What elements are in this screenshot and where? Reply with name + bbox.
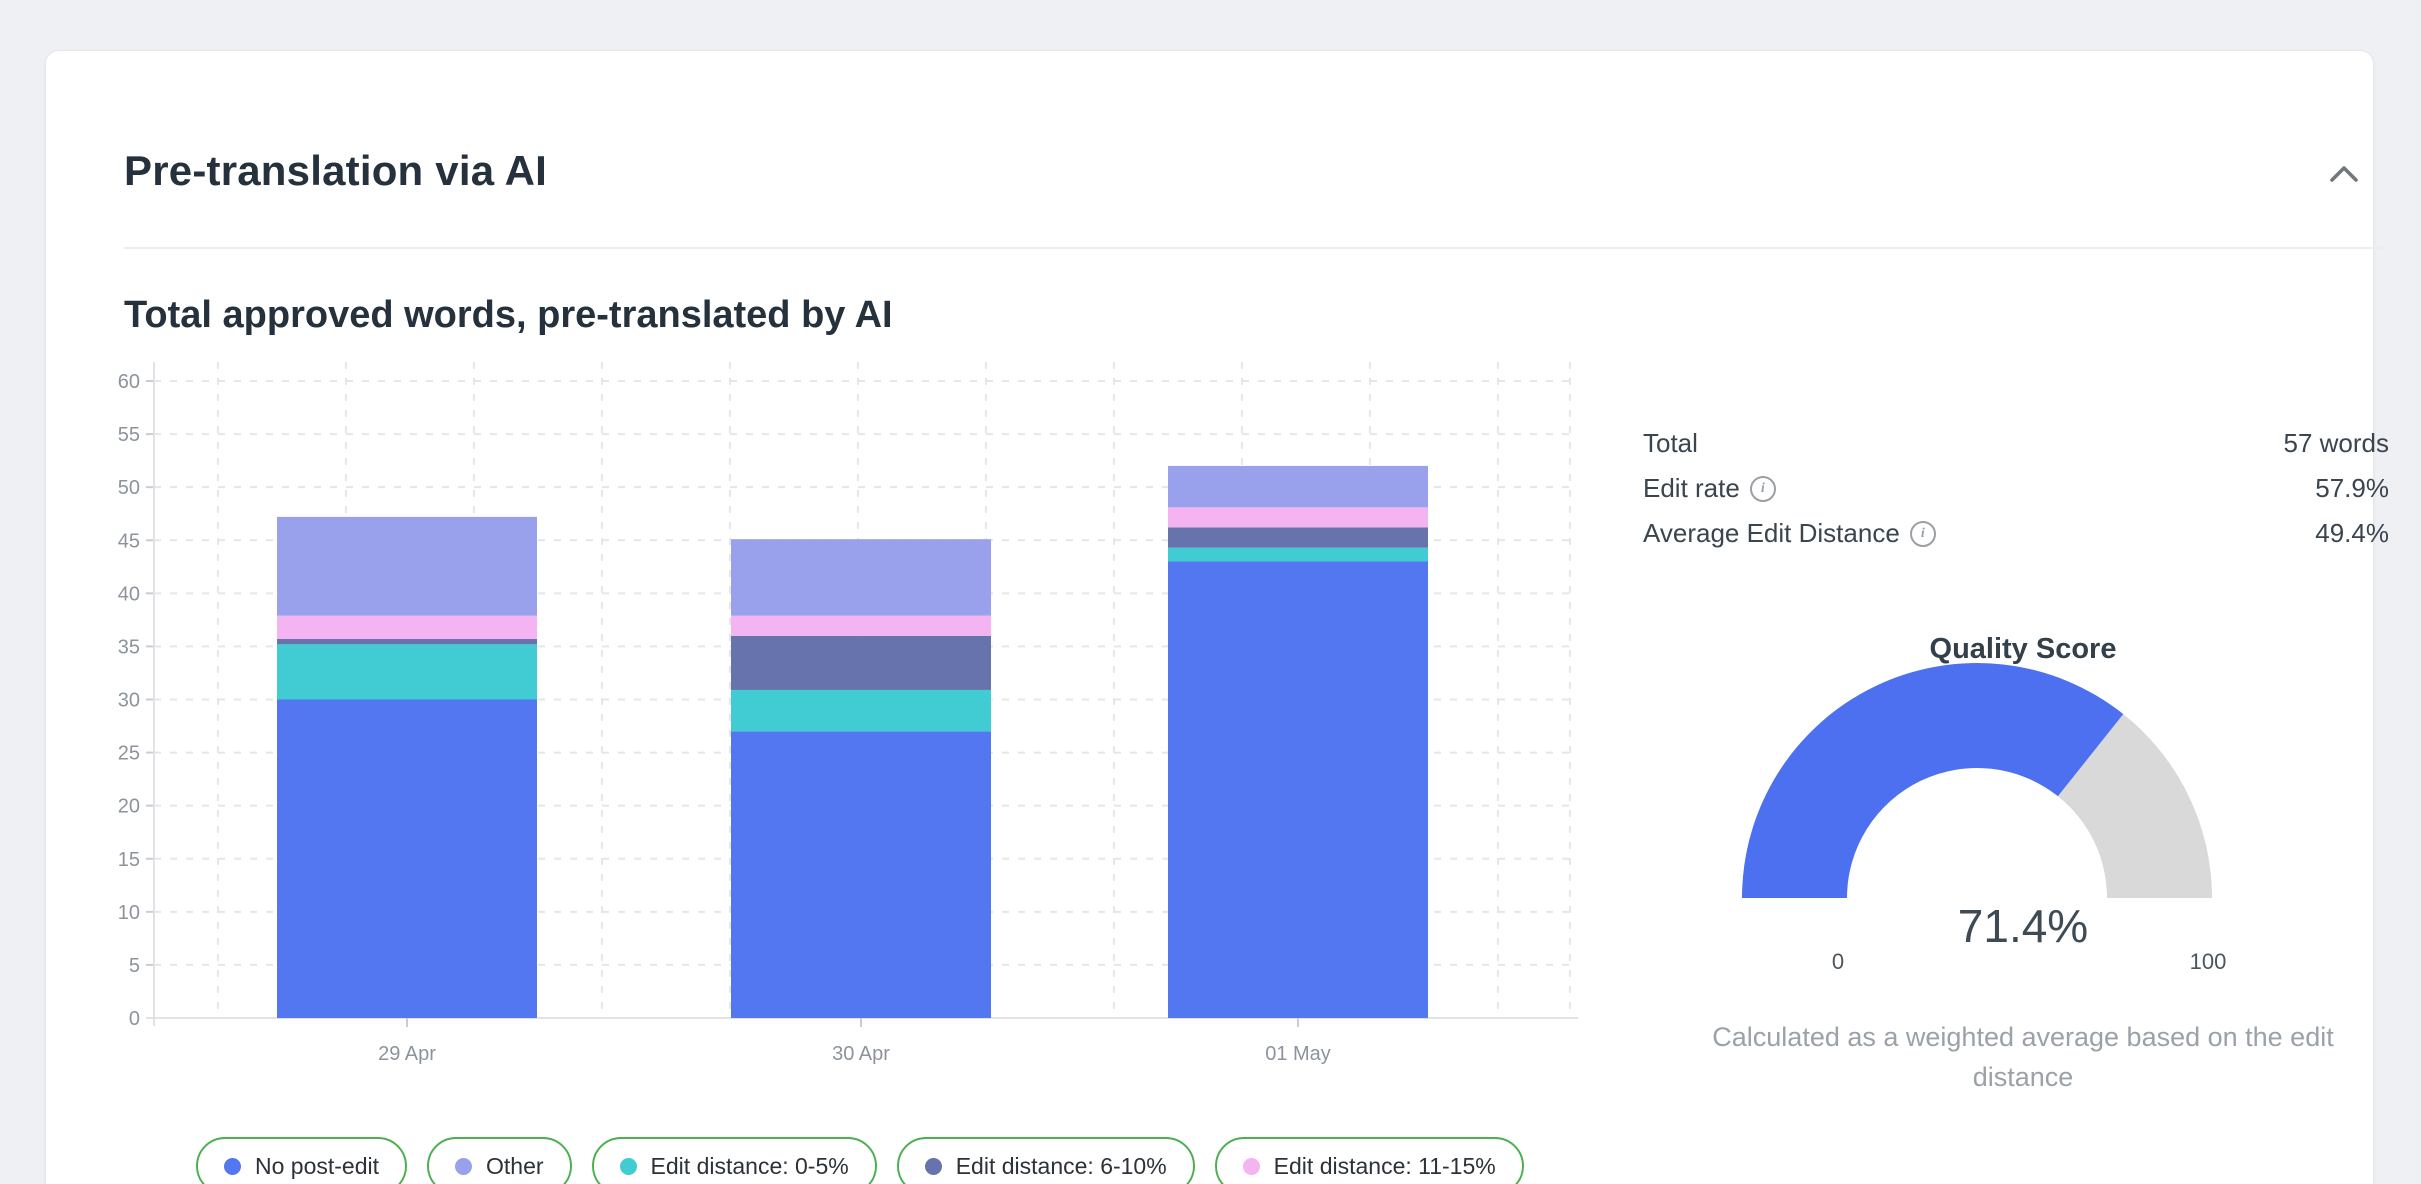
legend-label: Other (486, 1152, 544, 1179)
bar-segment-edit-distance-11-15-[interactable] (731, 615, 991, 636)
stats-value: 57.9% (2315, 473, 2389, 503)
bar-segment-no-post-edit[interactable] (277, 699, 537, 1019)
stats-value: 49.4% (2315, 518, 2389, 548)
bar-segment-edit-distance-6-10-[interactable] (731, 635, 991, 690)
gauge-value: 71.4% (1957, 900, 2089, 952)
card-title: Pre-translation via AI (124, 147, 547, 194)
stats-panel: Total 57 words Edit rate i 57.9% Average Edit… (1643, 421, 2389, 556)
bar-segment-edit-distance-11-15-[interactable] (277, 615, 537, 639)
gauge-min-label: 0 (1831, 949, 1845, 974)
legend-label: Edit distance: 11-15% (1273, 1152, 1496, 1179)
gauge-max-label: 100 (2189, 949, 2227, 974)
bar-segment-other[interactable] (1168, 465, 1428, 508)
legend-pill-other[interactable]: Other (427, 1137, 572, 1184)
chevron-up-icon (2327, 163, 2361, 188)
bar-segment-edit-distance-0-5-[interactable] (731, 689, 991, 732)
stats-label: Total (1643, 428, 1698, 459)
legend-color-dot (455, 1157, 473, 1175)
chart-legend: No post-edit Other Edit distance: 0-5% Edit… (196, 1137, 1524, 1184)
section-title: Total approved words, pre-translated by … (124, 294, 893, 336)
legend-label: No post-edit (255, 1152, 380, 1179)
legend-pill-edit-distance-6-10-[interactable]: Edit distance: 6-10% (896, 1137, 1195, 1184)
collapse-button[interactable] (2316, 151, 2372, 199)
stats-label: Average Edit Distance i (1643, 518, 1936, 549)
stats-row-average-edit-distance: Average Edit Distance i 49.4% (1643, 511, 2389, 556)
info-icon[interactable]: i (1909, 520, 1936, 547)
legend-pill-no-post-edit[interactable]: No post-edit (196, 1137, 408, 1184)
legend-label: Edit distance: 0-5% (650, 1152, 849, 1179)
stats-label: Edit rate i (1643, 473, 1776, 504)
bar-segment-edit-distance-11-15-[interactable] (1168, 507, 1428, 528)
stats-row-total: Total 57 words (1643, 421, 2389, 466)
bar-segment-edit-distance-0-5-[interactable] (1168, 547, 1428, 562)
stats-row-edit-rate: Edit rate i 57.9% (1643, 466, 2389, 511)
stats-value: 57 words (2283, 428, 2390, 458)
bar-segment-other[interactable] (731, 539, 991, 616)
bar-segment-no-post-edit[interactable] (731, 731, 991, 1018)
info-icon[interactable]: i (1749, 475, 1776, 502)
legend-color-dot (1242, 1157, 1260, 1175)
gauge-caption: Calculated as a weighted average based o… (1712, 1022, 2334, 1092)
legend-pill-edit-distance-11-15-[interactable]: Edit distance: 11-15% (1214, 1137, 1524, 1184)
legend-color-dot (619, 1157, 637, 1175)
bar-segment-edit-distance-6-10-[interactable] (1168, 527, 1428, 548)
stats-label-text: Total (1643, 428, 1698, 458)
stats-label-text: Average Edit Distance (1643, 518, 1900, 548)
bar-segment-other[interactable] (277, 516, 537, 616)
bar-segment-edit-distance-6-10-[interactable] (277, 638, 537, 645)
legend-label: Edit distance: 6-10% (955, 1152, 1167, 1179)
header-divider (124, 247, 2386, 249)
gauge-title: Quality Score (1929, 633, 2117, 665)
legend-color-dot (224, 1157, 241, 1175)
legend-pill-edit-distance-0-5-[interactable]: Edit distance: 0-5% (591, 1137, 877, 1184)
bar-segment-no-post-edit[interactable] (1168, 561, 1428, 1018)
bar-segment-edit-distance-0-5-[interactable] (277, 644, 537, 700)
legend-color-dot (924, 1157, 942, 1175)
stats-label-text: Edit rate (1643, 473, 1740, 503)
